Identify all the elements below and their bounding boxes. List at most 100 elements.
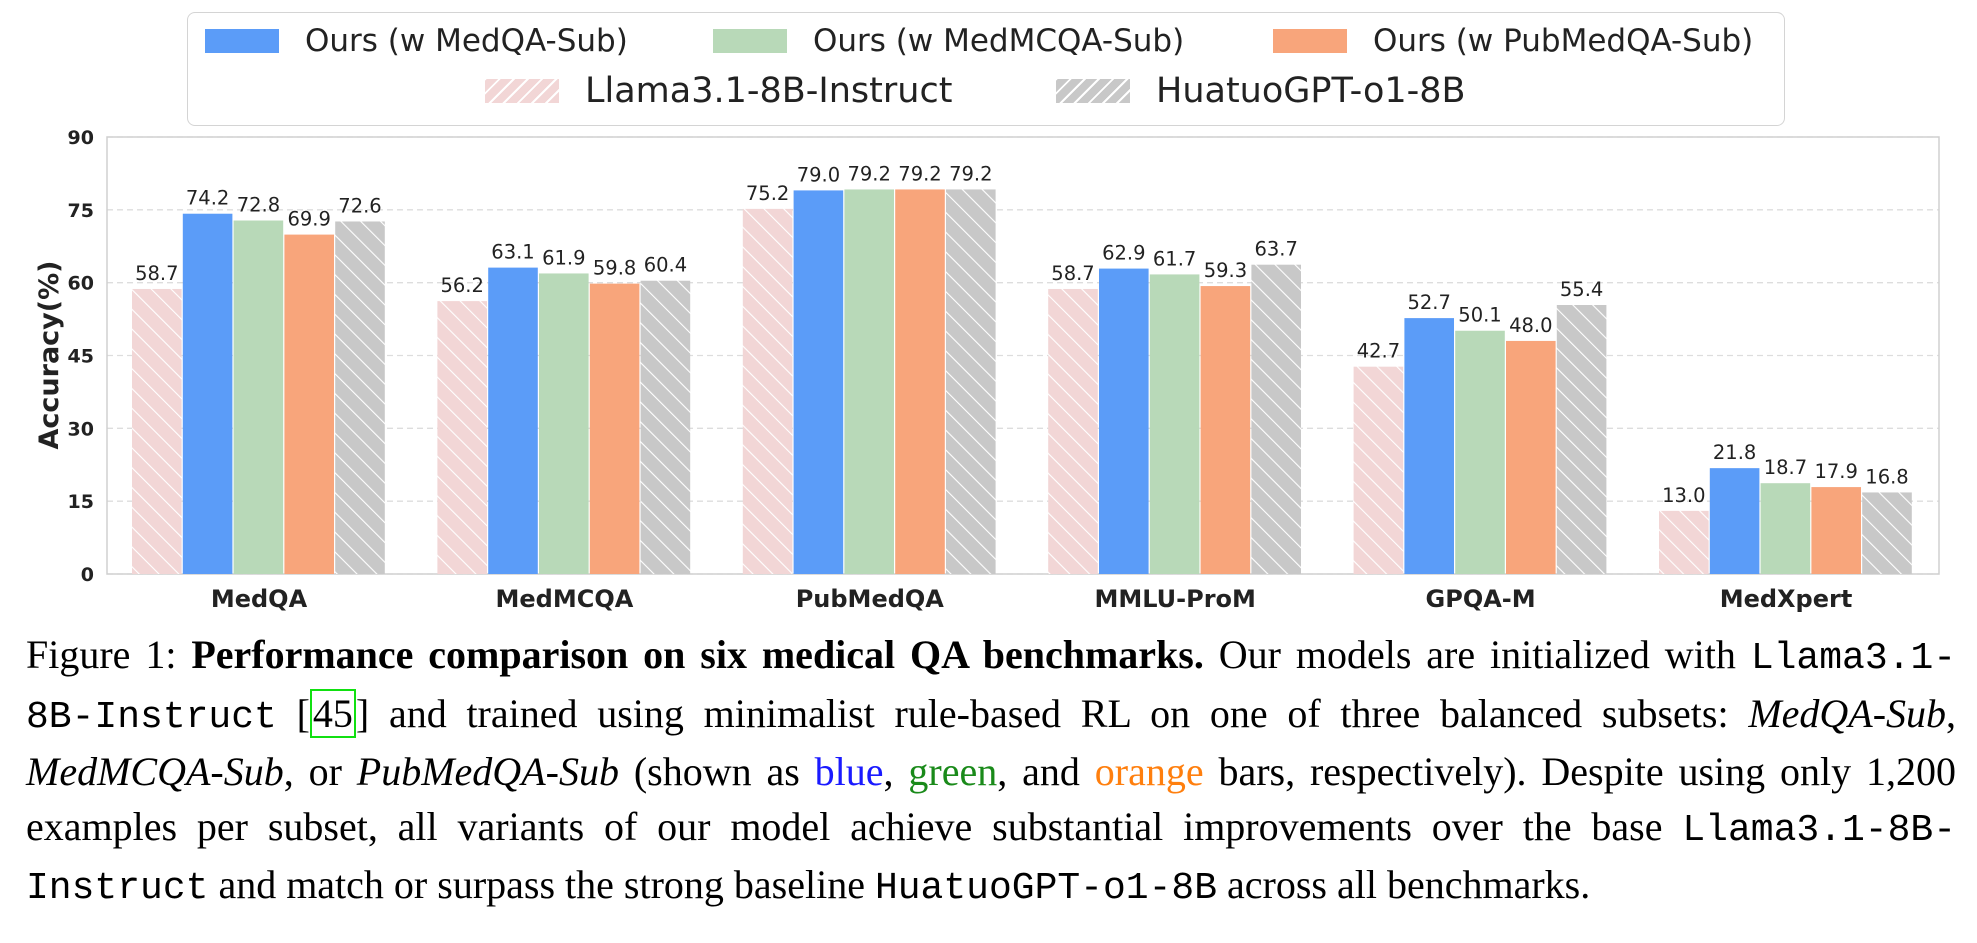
x-tick-label: MMLU-ProM xyxy=(1094,585,1255,613)
bar-value-label: 72.8 xyxy=(237,194,280,217)
y-tick-labels: 0 15 30 45 60 75 90 xyxy=(68,127,94,586)
caption-text: , xyxy=(1946,690,1957,736)
color-word-orange: orange xyxy=(1094,749,1204,794)
bar xyxy=(1048,288,1098,574)
bar xyxy=(1455,330,1505,574)
bar-value-label: 63.7 xyxy=(1254,238,1297,261)
bar xyxy=(132,288,182,574)
legend-swatch-orange xyxy=(1273,29,1347,53)
legend-label: Ours (w MedQA-Sub) xyxy=(305,23,628,59)
bar-value-label: 17.9 xyxy=(1814,460,1857,483)
bar xyxy=(793,190,844,574)
caption-text: Our models are initialized with xyxy=(1218,632,1736,677)
bar-value-label: 42.7 xyxy=(1357,340,1400,363)
bar xyxy=(1200,286,1251,574)
y-tick-label: 60 xyxy=(68,273,94,295)
subset-name: PubMedQA-Sub xyxy=(356,749,619,794)
bar xyxy=(1149,274,1200,574)
bar xyxy=(1099,268,1149,574)
caption-text: (shown as xyxy=(633,749,800,794)
bar-value-label: 69.9 xyxy=(287,208,330,231)
legend-item-pubmedqa-sub: Ours (w PubMedQA-Sub) xyxy=(1273,23,1753,59)
bar-value-label: 79.2 xyxy=(949,162,992,185)
legend-item-huatuo: HuatuoGPT-o1-8B xyxy=(1056,71,1466,111)
bar xyxy=(539,273,589,574)
bar xyxy=(946,189,996,574)
y-tick-label: 90 xyxy=(68,127,94,149)
legend-label: HuatuoGPT-o1-8B xyxy=(1156,71,1466,111)
bar xyxy=(1556,305,1607,574)
x-tick-labels: MedQA MedMCQA PubMedQA MMLU-ProM GPQA-M MedXp… xyxy=(211,585,1852,613)
bar-value-label: 48.0 xyxy=(1509,314,1552,337)
bar xyxy=(1709,468,1760,574)
bar xyxy=(895,189,945,574)
x-tick-label: GPQA-M xyxy=(1426,585,1536,613)
y-axis-label: Accuracy(%) xyxy=(34,261,65,450)
bar-value-label: 50.1 xyxy=(1458,304,1501,327)
bar-value-label: 56.2 xyxy=(440,274,483,297)
bar xyxy=(1811,487,1861,574)
citation-link[interactable]: 45 xyxy=(309,688,356,738)
legend-item-llama: Llama3.1-8B-Instruct xyxy=(485,71,952,111)
x-tick-label: MedMCQA xyxy=(495,585,633,613)
legend-label: Ours (w MedMCQA-Sub) xyxy=(813,23,1185,59)
bar xyxy=(844,189,894,574)
caption-text: , xyxy=(883,749,894,794)
bar-value-label: 18.7 xyxy=(1764,456,1807,479)
x-tick-label: MedXpert xyxy=(1720,585,1853,613)
bars xyxy=(132,189,1912,574)
bar xyxy=(488,267,538,574)
ref-bracket: ] xyxy=(355,690,370,736)
caption-text: , or xyxy=(283,749,342,794)
bar-value-label: 72.6 xyxy=(338,194,381,217)
bar-value-label: 61.7 xyxy=(1153,247,1196,270)
bar-value-label: 62.9 xyxy=(1102,242,1145,265)
bar xyxy=(437,301,487,574)
bar-value-label: 13.0 xyxy=(1662,484,1705,507)
legend-swatch-gray-hatched xyxy=(1056,79,1130,103)
bar-chart: 58.7 74.2 72.8 69.9 72.6 56.2 63.1 61.9 59.8 60.4… xyxy=(34,127,1940,613)
y-tick-label: 0 xyxy=(81,564,94,586)
bar-value-label: 59.3 xyxy=(1204,259,1247,282)
bar xyxy=(1760,483,1811,574)
model-name: Llama3.1-8B-Instruct xyxy=(26,808,1957,911)
bar-value-label: 60.4 xyxy=(644,254,687,277)
bar xyxy=(182,213,233,574)
bar-value-label: 21.8 xyxy=(1713,441,1756,464)
bar-value-label: 79.2 xyxy=(847,162,890,185)
x-tick-label: MedQA xyxy=(211,585,308,613)
caption-text: and match or surpass the strong baseline xyxy=(218,862,865,907)
subset-name: MedQA-Sub xyxy=(1748,690,1947,736)
caption-text: across all benchmarks. xyxy=(1227,862,1591,907)
bar-value-label: 75.2 xyxy=(746,182,789,205)
bar xyxy=(640,280,691,574)
bar xyxy=(233,220,284,574)
caption-text: , and xyxy=(997,749,1080,794)
bar-value-label: 74.2 xyxy=(186,187,229,210)
color-word-green: green xyxy=(908,749,998,794)
caption-text: bars, respectively). Despite using only … xyxy=(26,749,1957,849)
bar xyxy=(1404,318,1454,574)
bar-value-label: 63.1 xyxy=(491,241,534,264)
bar xyxy=(1506,340,1556,574)
bar-value-label: 79.0 xyxy=(797,163,840,186)
bar-value-label: 61.9 xyxy=(542,246,585,269)
bar-value-label: 58.7 xyxy=(135,262,178,285)
figure-label: Figure 1: xyxy=(26,632,177,677)
color-word-blue: blue xyxy=(814,749,884,794)
plot-frame xyxy=(106,136,1940,575)
legend-item-medqa-sub: Ours (w MedQA-Sub) xyxy=(205,23,628,59)
bar-value-label: 16.8 xyxy=(1865,465,1908,488)
x-tick-label: PubMedQA xyxy=(796,585,945,613)
legend-label: Ours (w PubMedQA-Sub) xyxy=(1373,23,1754,59)
bar xyxy=(589,283,640,574)
bar-value-label: 58.7 xyxy=(1051,262,1094,285)
caption-text: and trained using minimalist rule-based … xyxy=(388,690,1729,736)
figure-caption: Figure 1: Performance comparison on six … xyxy=(26,628,1956,917)
legend-swatch-pink-hatched xyxy=(485,79,559,103)
caption-title: Performance comparison on six medical QA… xyxy=(191,632,1204,677)
bar xyxy=(1251,264,1301,574)
y-tick-label: 45 xyxy=(68,346,94,368)
bar-value-label: 59.8 xyxy=(593,257,636,280)
bar xyxy=(284,234,334,574)
